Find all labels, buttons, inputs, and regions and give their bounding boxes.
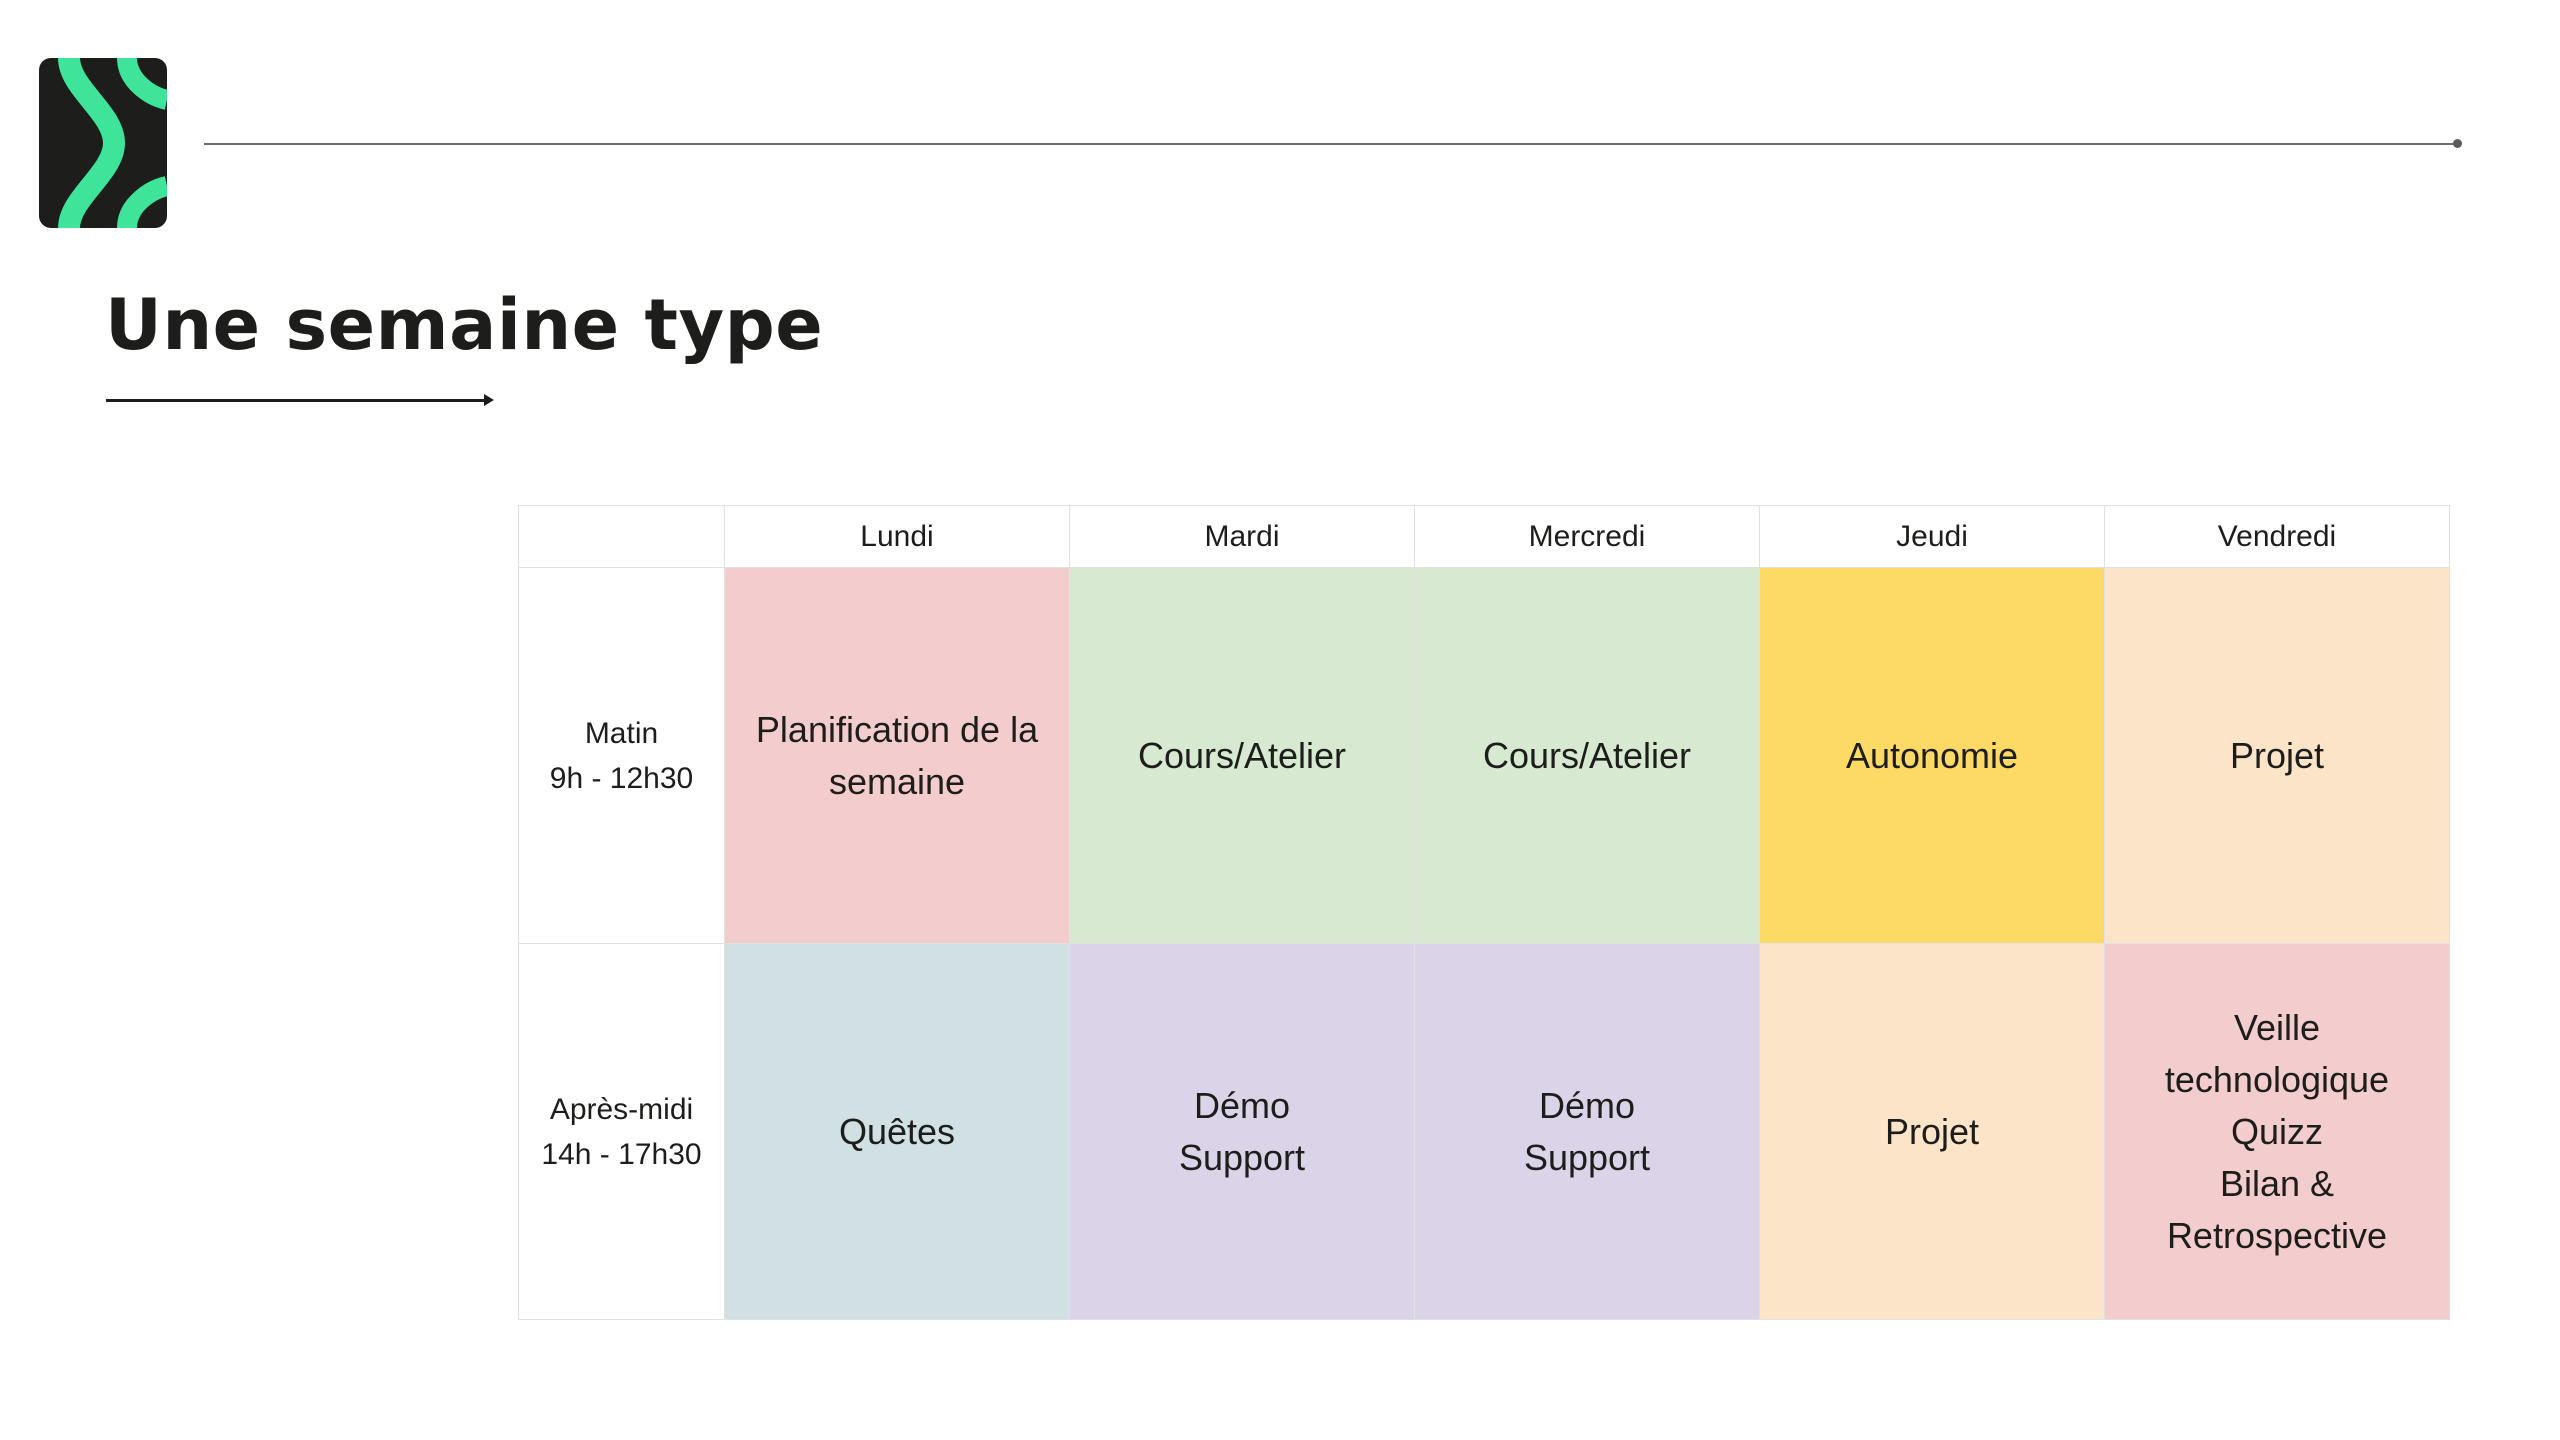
activity-label: Quizz (2230, 1110, 2324, 1152)
activity-label: Projet (1884, 1110, 1980, 1152)
time-slot-name: Après-midi (549, 1092, 694, 1126)
page-title: Une semaine type (105, 284, 824, 366)
header-divider (204, 143, 2459, 145)
activity-label: Bilan & (2219, 1162, 2335, 1204)
time-slot-hours: 14h - 17h30 (541, 1137, 702, 1171)
day-header-jeudi: Jeudi (1759, 505, 2105, 568)
activity-label: Cours/Atelier (1137, 734, 1347, 776)
activity-label: Autonomie (1845, 734, 2019, 776)
activity-cell-lundi-afternoon: Quêtes (724, 943, 1070, 1320)
activity-cell-vendredi-morning: Projet (2104, 567, 2450, 944)
activity-label: Démo (1193, 1084, 1291, 1126)
day-header-mercredi: Mercredi (1414, 505, 1760, 568)
time-slot-name: Matin (584, 716, 659, 750)
activity-label: technologique (2164, 1058, 2390, 1100)
day-header-mardi: Mardi (1069, 505, 1415, 568)
title-underline-arrow (106, 399, 488, 402)
header-divider-dot (2453, 139, 2462, 148)
activity-label: semaine (828, 760, 966, 802)
activity-label: Projet (2229, 734, 2325, 776)
activity-label: Planification de la (755, 708, 1039, 750)
schedule-row-afternoon: Après-midi 14h - 17h30 Quêtes Démo Suppo… (518, 943, 2450, 1320)
activity-cell-jeudi-afternoon: Projet (1759, 943, 2105, 1320)
brand-logo-icon (39, 58, 167, 228)
day-header-vendredi: Vendredi (2104, 505, 2450, 568)
activity-label: Retrospective (2166, 1214, 2388, 1256)
activity-cell-lundi-morning: Planification de la semaine (724, 567, 1070, 944)
schedule-corner-cell (518, 505, 725, 568)
weekly-schedule-table: Lundi Mardi Mercredi Jeudi Vendredi Mati… (518, 505, 2450, 1320)
activity-cell-mercredi-afternoon: Démo Support (1414, 943, 1760, 1320)
activity-label: Démo (1538, 1084, 1636, 1126)
activity-label: Quêtes (838, 1110, 956, 1152)
time-slot-afternoon: Après-midi 14h - 17h30 (518, 943, 725, 1320)
activity-cell-vendredi-afternoon: Veille technologique Quizz Bilan & Retro… (2104, 943, 2450, 1320)
schedule-header-row: Lundi Mardi Mercredi Jeudi Vendredi (518, 505, 2450, 568)
activity-label: Support (1178, 1136, 1306, 1178)
activity-cell-jeudi-morning: Autonomie (1759, 567, 2105, 944)
activity-cell-mardi-morning: Cours/Atelier (1069, 567, 1415, 944)
activity-label: Support (1523, 1136, 1651, 1178)
activity-cell-mardi-afternoon: Démo Support (1069, 943, 1415, 1320)
time-slot-hours: 9h - 12h30 (549, 761, 694, 795)
activity-cell-mercredi-morning: Cours/Atelier (1414, 567, 1760, 944)
day-header-lundi: Lundi (724, 505, 1070, 568)
activity-label: Veille (2233, 1006, 2321, 1048)
time-slot-morning: Matin 9h - 12h30 (518, 567, 725, 944)
schedule-row-morning: Matin 9h - 12h30 Planification de la sem… (518, 567, 2450, 944)
arrow-head-icon (484, 394, 494, 406)
activity-label: Cours/Atelier (1482, 734, 1692, 776)
